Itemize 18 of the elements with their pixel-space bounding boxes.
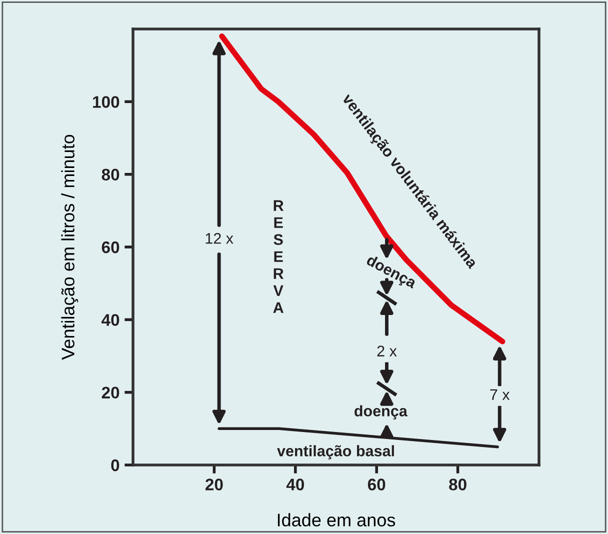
annotation: 2 x — [377, 346, 397, 356]
annotation: doença — [354, 405, 408, 420]
x-axis-title: Idade em anos — [278, 513, 396, 526]
annotation: 7 x — [490, 389, 510, 400]
y-tick-label: 80 — [102, 168, 120, 181]
y-tick-label: 60 — [102, 241, 120, 254]
y-tick-label: 0 — [111, 459, 120, 472]
y-tick-label: 20 — [102, 386, 120, 399]
annotation: RESERVA — [273, 200, 284, 313]
annotation: ventilação basal — [277, 445, 394, 460]
x-tick-label: 80 — [449, 478, 466, 490]
annotation: 12 x — [206, 233, 234, 244]
x-tick-label: 60 — [368, 478, 386, 490]
y-tick-label: 100 — [93, 96, 120, 108]
x-tick-label: 40 — [286, 478, 304, 490]
x-tick-label: 20 — [206, 478, 223, 490]
y-tick-label: 40 — [102, 314, 120, 326]
y-axis-title: Ventilação em litros / minuto — [61, 134, 78, 360]
